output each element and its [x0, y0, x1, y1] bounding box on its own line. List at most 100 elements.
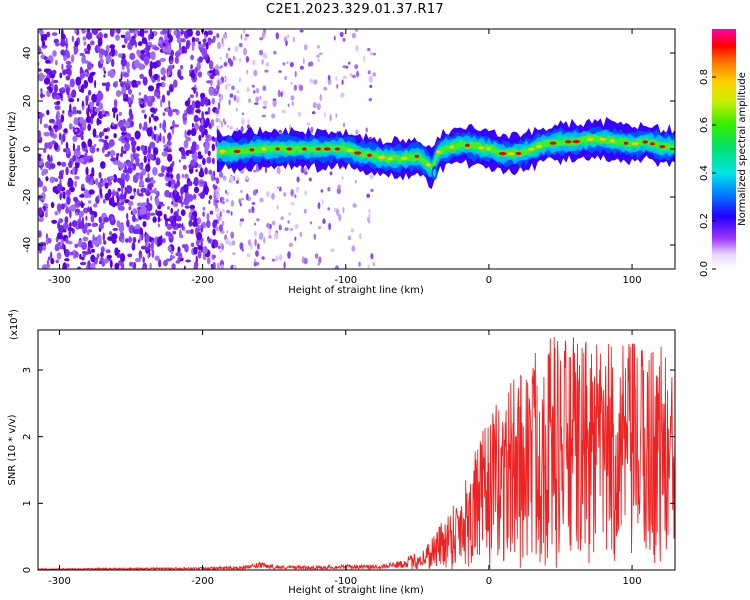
ridge-hotspot	[536, 144, 543, 149]
streak-speckle	[268, 228, 271, 236]
noise-speckle	[158, 201, 164, 205]
noise-speckle	[177, 246, 181, 254]
streak-speckle	[264, 69, 269, 73]
streak-speckle	[314, 253, 319, 259]
streak-speckle	[280, 91, 283, 98]
noise-speckle	[131, 79, 138, 88]
noise-speckle	[163, 128, 167, 133]
streak-speckle	[345, 65, 349, 69]
streak-speckle	[241, 112, 245, 116]
noise-speckle	[185, 136, 190, 141]
noise-speckle	[115, 80, 118, 85]
ridge-hotspot	[346, 148, 354, 152]
streak-speckle	[261, 256, 265, 260]
noise-speckle	[79, 88, 84, 93]
noise-speckle	[108, 197, 115, 206]
noise-speckle	[101, 109, 105, 115]
noise-speckle	[64, 83, 67, 88]
ridge-hotspot	[549, 141, 557, 145]
noise-speckle	[81, 100, 84, 107]
streak-speckle	[265, 62, 270, 67]
noise-speckle	[161, 151, 168, 157]
noise-speckle	[79, 194, 85, 198]
noise-speckle	[213, 239, 219, 248]
noise-speckle	[113, 111, 116, 119]
x-tick-label: -200	[191, 576, 214, 587]
ridge-hotspot	[426, 163, 431, 167]
streak-speckle	[358, 261, 361, 267]
noise-speckle	[98, 119, 102, 125]
noise-speckle	[156, 210, 163, 217]
noise-speckle	[192, 193, 197, 200]
noise-speckle	[101, 180, 106, 186]
noise-speckle	[128, 88, 132, 95]
noise-speckle	[53, 84, 59, 93]
noise-speckle	[146, 153, 153, 160]
streak-speckle	[259, 37, 264, 41]
noise-speckle	[143, 94, 148, 102]
noise-speckle	[153, 91, 159, 97]
noise-speckle	[192, 221, 199, 227]
streak-speckle	[369, 174, 374, 180]
streak-speckle	[304, 44, 308, 51]
streak-speckle	[219, 56, 223, 60]
noise-speckle	[147, 85, 155, 92]
noise-speckle	[181, 147, 184, 156]
noise-speckle	[82, 36, 87, 41]
streak-speckle	[264, 166, 267, 174]
noise-speckle	[39, 112, 42, 118]
noise-speckle	[62, 133, 66, 143]
noise-speckle	[173, 220, 176, 228]
noise-speckle	[152, 166, 158, 176]
noise-speckle	[74, 175, 80, 180]
ridge-hotspot	[302, 147, 307, 151]
noise-speckle	[179, 252, 183, 260]
noise-speckle	[142, 256, 145, 264]
noise-speckle	[192, 74, 195, 80]
noise-speckle	[85, 149, 89, 154]
streak-speckle	[259, 232, 264, 240]
streak-speckle	[341, 79, 344, 85]
streak-speckle	[283, 192, 287, 197]
streak-speckle	[310, 61, 313, 67]
noise-speckle	[168, 100, 171, 108]
noise-speckle	[206, 219, 211, 229]
streak-speckle	[327, 75, 331, 81]
noise-speckle	[121, 201, 125, 205]
noise-speckle	[177, 69, 182, 79]
noise-speckle	[83, 60, 90, 64]
streak-speckle	[242, 29, 246, 35]
noise-speckle	[99, 58, 104, 64]
noise-speckle	[65, 75, 71, 81]
noise-speckle	[187, 100, 190, 107]
noise-speckle	[96, 253, 100, 259]
noise-speckle	[90, 263, 96, 269]
noise-speckle	[190, 71, 194, 79]
streak-speckle	[245, 175, 249, 180]
snr-scale-prefix: (x10	[9, 317, 20, 340]
noise-speckle	[109, 69, 115, 79]
streak-speckle	[350, 228, 355, 233]
streak-speckle	[231, 240, 236, 246]
streak-speckle	[222, 33, 228, 39]
snr-ylabel: SNR (10 * v/v)	[7, 414, 18, 485]
noise-speckle	[201, 48, 208, 57]
noise-speckle	[74, 180, 78, 188]
streak-speckle	[275, 32, 279, 40]
noise-speckle	[87, 111, 90, 120]
noise-speckle	[154, 125, 157, 131]
noise-speckle	[180, 186, 184, 195]
noise-speckle	[190, 128, 197, 137]
noise-speckle	[132, 214, 136, 223]
noise-speckle	[129, 195, 135, 200]
noise-speckle	[152, 216, 157, 223]
noise-speckle	[91, 29, 95, 34]
streak-speckle	[372, 53, 377, 56]
streak-speckle	[329, 113, 332, 122]
y-tick-label: -40	[22, 237, 33, 253]
x-tick-label: 100	[623, 576, 642, 587]
noise-speckle	[144, 241, 150, 248]
noise-speckle	[190, 215, 195, 220]
streak-speckle	[327, 207, 331, 211]
noise-speckle	[120, 253, 126, 263]
